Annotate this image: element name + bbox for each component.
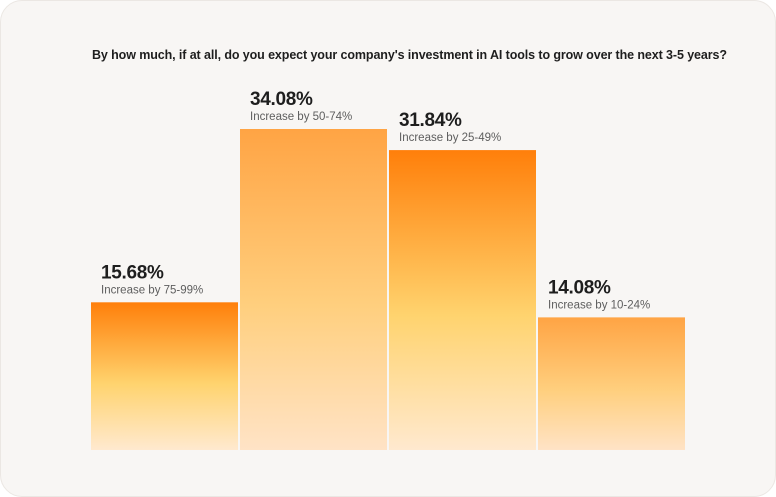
bar-1: [91, 302, 238, 450]
bar-category-label: Increase by 10-24%: [548, 299, 650, 311]
bar-value-label: 34.08%: [250, 89, 313, 110]
bar-category-label: Increase by 75-99%: [101, 284, 203, 296]
bar-value-label: 15.68%: [101, 262, 164, 283]
bar-value-label: 14.08%: [548, 277, 611, 298]
bar-2: [240, 129, 387, 450]
bar-value-label: 31.84%: [399, 110, 462, 131]
bar-category-label: Increase by 50-74%: [250, 111, 352, 123]
bar-3: [389, 150, 536, 451]
bar-4: [538, 317, 685, 450]
bar-category-label: Increase by 25-49%: [399, 132, 501, 144]
chart-title: By how much, if at all, do you expect yo…: [92, 48, 727, 62]
